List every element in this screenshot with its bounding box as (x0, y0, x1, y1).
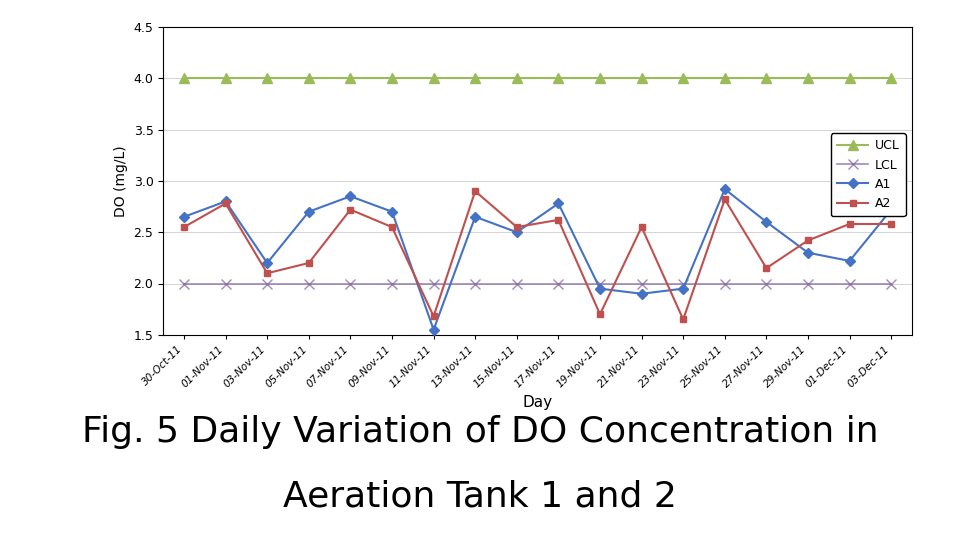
LCL (261, 280, 273, 287)
A1 (678, 285, 689, 292)
UCL (760, 75, 772, 82)
Legend: UCL, LCL, A1, A2: UCL, LCL, A1, A2 (830, 133, 905, 217)
LCL (594, 280, 606, 287)
UCL (844, 75, 855, 82)
UCL (179, 75, 190, 82)
A2 (179, 224, 190, 231)
A2 (885, 221, 897, 227)
LCL (553, 280, 564, 287)
UCL (220, 75, 231, 82)
A2 (511, 224, 522, 231)
A1 (261, 260, 273, 266)
UCL (469, 75, 481, 82)
A1 (469, 214, 481, 220)
LCL (885, 280, 897, 287)
LCL (678, 280, 689, 287)
LCL (345, 280, 356, 287)
A2 (636, 224, 647, 231)
A2 (678, 316, 689, 323)
A1 (594, 285, 606, 292)
A1 (844, 258, 855, 264)
UCL (345, 75, 356, 82)
LCL (803, 280, 814, 287)
Line: A1: A1 (180, 186, 895, 333)
A2 (303, 260, 315, 266)
UCL (885, 75, 897, 82)
A2 (428, 313, 440, 320)
LCL (760, 280, 772, 287)
UCL (803, 75, 814, 82)
A1 (220, 198, 231, 205)
LCL (220, 280, 231, 287)
UCL (719, 75, 731, 82)
UCL (386, 75, 397, 82)
A2 (594, 311, 606, 318)
A2 (844, 221, 855, 227)
UCL (261, 75, 273, 82)
UCL (636, 75, 647, 82)
A2 (719, 196, 731, 202)
Line: A2: A2 (180, 188, 895, 323)
Text: Fig. 5 Daily Variation of DO Concentration in: Fig. 5 Daily Variation of DO Concentrati… (82, 415, 878, 449)
Line: UCL: UCL (180, 73, 896, 83)
A1 (428, 326, 440, 333)
A2 (345, 206, 356, 213)
A2 (220, 200, 231, 207)
UCL (594, 75, 606, 82)
A1 (885, 206, 897, 213)
LCL (469, 280, 481, 287)
A1 (719, 186, 731, 192)
A1 (636, 291, 647, 297)
LCL (636, 280, 647, 287)
UCL (678, 75, 689, 82)
UCL (428, 75, 440, 82)
A1 (803, 249, 814, 256)
UCL (511, 75, 522, 82)
A2 (553, 217, 564, 223)
A1 (553, 200, 564, 207)
A1 (179, 214, 190, 220)
LCL (303, 280, 315, 287)
LCL (386, 280, 397, 287)
A2 (386, 224, 397, 231)
Text: Aeration Tank 1 and 2: Aeration Tank 1 and 2 (283, 480, 677, 514)
Y-axis label: DO (mg/L): DO (mg/L) (114, 145, 128, 217)
A1 (386, 208, 397, 215)
LCL (179, 280, 190, 287)
UCL (303, 75, 315, 82)
A2 (803, 237, 814, 244)
X-axis label: Day: Day (522, 395, 553, 410)
LCL (719, 280, 731, 287)
A1 (345, 193, 356, 200)
LCL (844, 280, 855, 287)
A1 (511, 229, 522, 235)
A1 (760, 219, 772, 225)
A2 (261, 270, 273, 276)
Line: LCL: LCL (180, 279, 896, 288)
A1 (303, 208, 315, 215)
UCL (553, 75, 564, 82)
LCL (511, 280, 522, 287)
A2 (760, 265, 772, 272)
LCL (428, 280, 440, 287)
A2 (469, 188, 481, 194)
